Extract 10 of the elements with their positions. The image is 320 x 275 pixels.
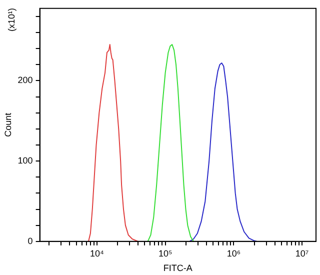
x-tick-label: 10⁷ [295, 248, 309, 258]
x-axis-title: FITC-A [163, 263, 192, 274]
x-tick-label: 10⁶ [226, 248, 241, 258]
text: (x10¹) [6, 8, 16, 32]
y-tick-label: 200 [18, 75, 33, 86]
x-tick-label: 10⁵ [158, 248, 172, 258]
y-tick-label: 0 [28, 236, 33, 246]
y-axis-title: Count [2, 112, 13, 137]
y-tick-label: 100 [18, 156, 33, 166]
x-tick-label: 10⁴ [90, 248, 104, 258]
